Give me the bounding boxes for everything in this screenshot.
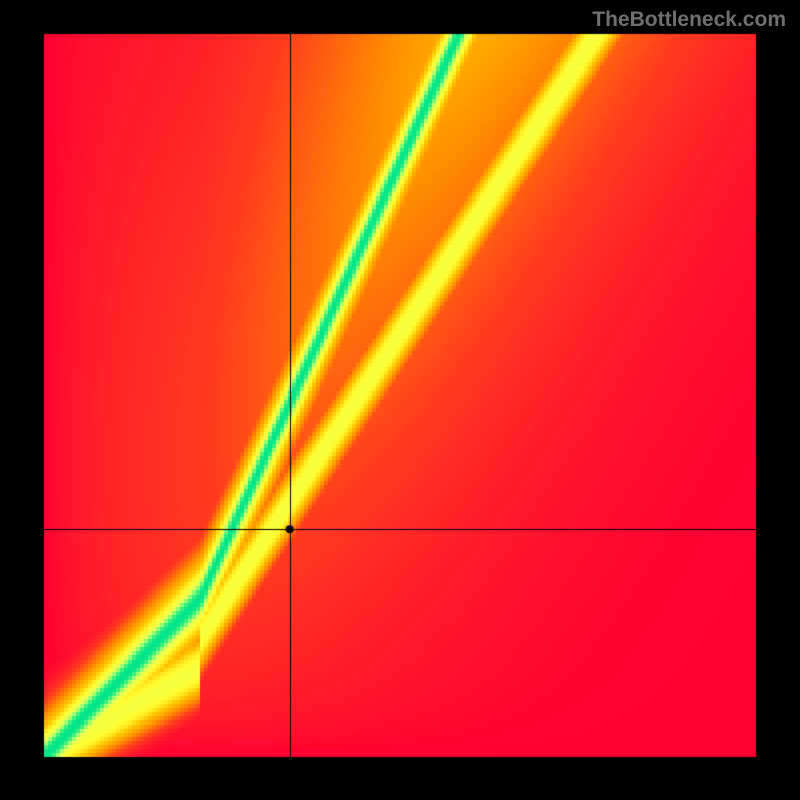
source-watermark: TheBottleneck.com: [592, 8, 786, 32]
bottleneck-heatmap: [0, 0, 800, 800]
chart-container: TheBottleneck.com: [0, 0, 800, 800]
